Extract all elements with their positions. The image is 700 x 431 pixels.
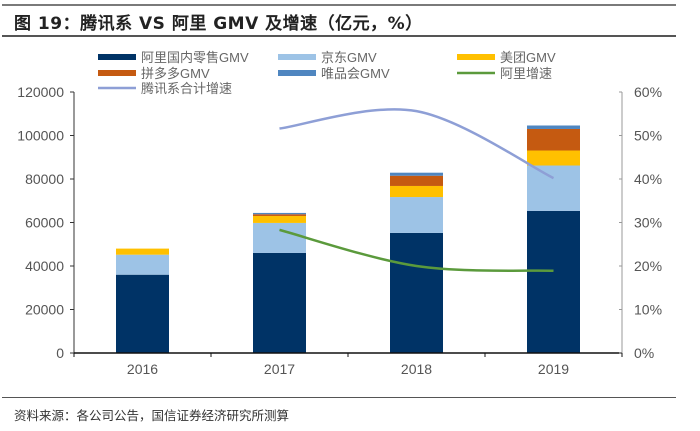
bar-2016-0 [116, 274, 169, 353]
bar-2019-3 [527, 128, 580, 151]
legend-label-0: 阿里国内零售GMV [141, 50, 249, 65]
axes: 0 20000 40000 60000 80000 100000 120000 0% 10% 20… [17, 84, 662, 377]
legend-label-1: 京东GMV [321, 50, 377, 65]
y2-tick-label: 10% [634, 302, 662, 318]
bar-2019-2 [527, 150, 580, 166]
x-tick-label: 2019 [538, 361, 569, 377]
bar-2017-0 [253, 252, 306, 353]
legend-label-5: 阿里增速 [500, 66, 552, 81]
bar-2017-3 [253, 214, 306, 216]
bar-2017-4 [253, 212, 306, 215]
bar-2019-0 [527, 210, 580, 353]
y2-tick-label: 30% [634, 215, 662, 231]
line-1 [279, 108, 555, 180]
legend-label-6: 腾讯系合计增速 [141, 81, 232, 96]
legend-swatch-3 [98, 70, 136, 76]
bar-2018-1 [390, 197, 443, 233]
x-tick-label: 2018 [401, 361, 432, 377]
y2-tick-label: 20% [634, 258, 662, 274]
bar-2016-1 [116, 254, 169, 275]
x-tick-label: 2016 [127, 361, 158, 377]
bars [116, 125, 580, 353]
bar-2019-1 [527, 165, 580, 211]
y2-tick-label: 60% [634, 84, 662, 100]
bar-2018-4 [390, 172, 443, 176]
bar-2018-3 [390, 175, 443, 186]
legend-label-2: 美团GMV [500, 50, 556, 65]
y-tick-label: 60000 [25, 215, 64, 231]
source-note: 资料来源：各公司公告，国信证券经济研究所测算 [14, 408, 290, 423]
y-tick-label: 40000 [25, 258, 64, 274]
title-rule [2, 35, 676, 37]
bar-2018-2 [390, 185, 443, 198]
y-tick-label: 100000 [17, 128, 64, 144]
lines [279, 108, 555, 273]
y-tick-label: 80000 [25, 171, 64, 187]
top-rule [2, 4, 676, 6]
bar-2017-2 [253, 215, 306, 223]
bar-2018-0 [390, 232, 443, 353]
y-tick-label: 120000 [17, 84, 64, 100]
legend-swatch-2 [457, 54, 495, 60]
legend-swatch-0 [98, 54, 136, 60]
y2-tick-label: 50% [634, 128, 662, 144]
y2-tick-label: 40% [634, 171, 662, 187]
bar-2019-4 [527, 125, 580, 129]
figure-title: 图 19：腾讯系 VS 阿里 GMV 及增速（亿元，%） [14, 14, 423, 34]
x-tick-label: 2017 [264, 361, 295, 377]
bar-2016-2 [116, 248, 169, 255]
legend: 阿里国内零售GMV 京东GMV 美团GMV 拼多多GMV 唯品会GMV 阿里增速腾讯系合计… [98, 50, 556, 96]
source-rule [2, 397, 676, 398]
y-tick-label: 20000 [25, 302, 64, 318]
y-tick-label: 0 [56, 345, 64, 361]
legend-label-3: 拼多多GMV [141, 66, 210, 81]
y2-tick-label: 0% [634, 345, 654, 361]
legend-label-4: 唯品会GMV [321, 66, 390, 81]
legend-swatch-4 [278, 70, 316, 76]
legend-swatch-1 [278, 54, 316, 60]
bar-2017-1 [253, 222, 306, 253]
